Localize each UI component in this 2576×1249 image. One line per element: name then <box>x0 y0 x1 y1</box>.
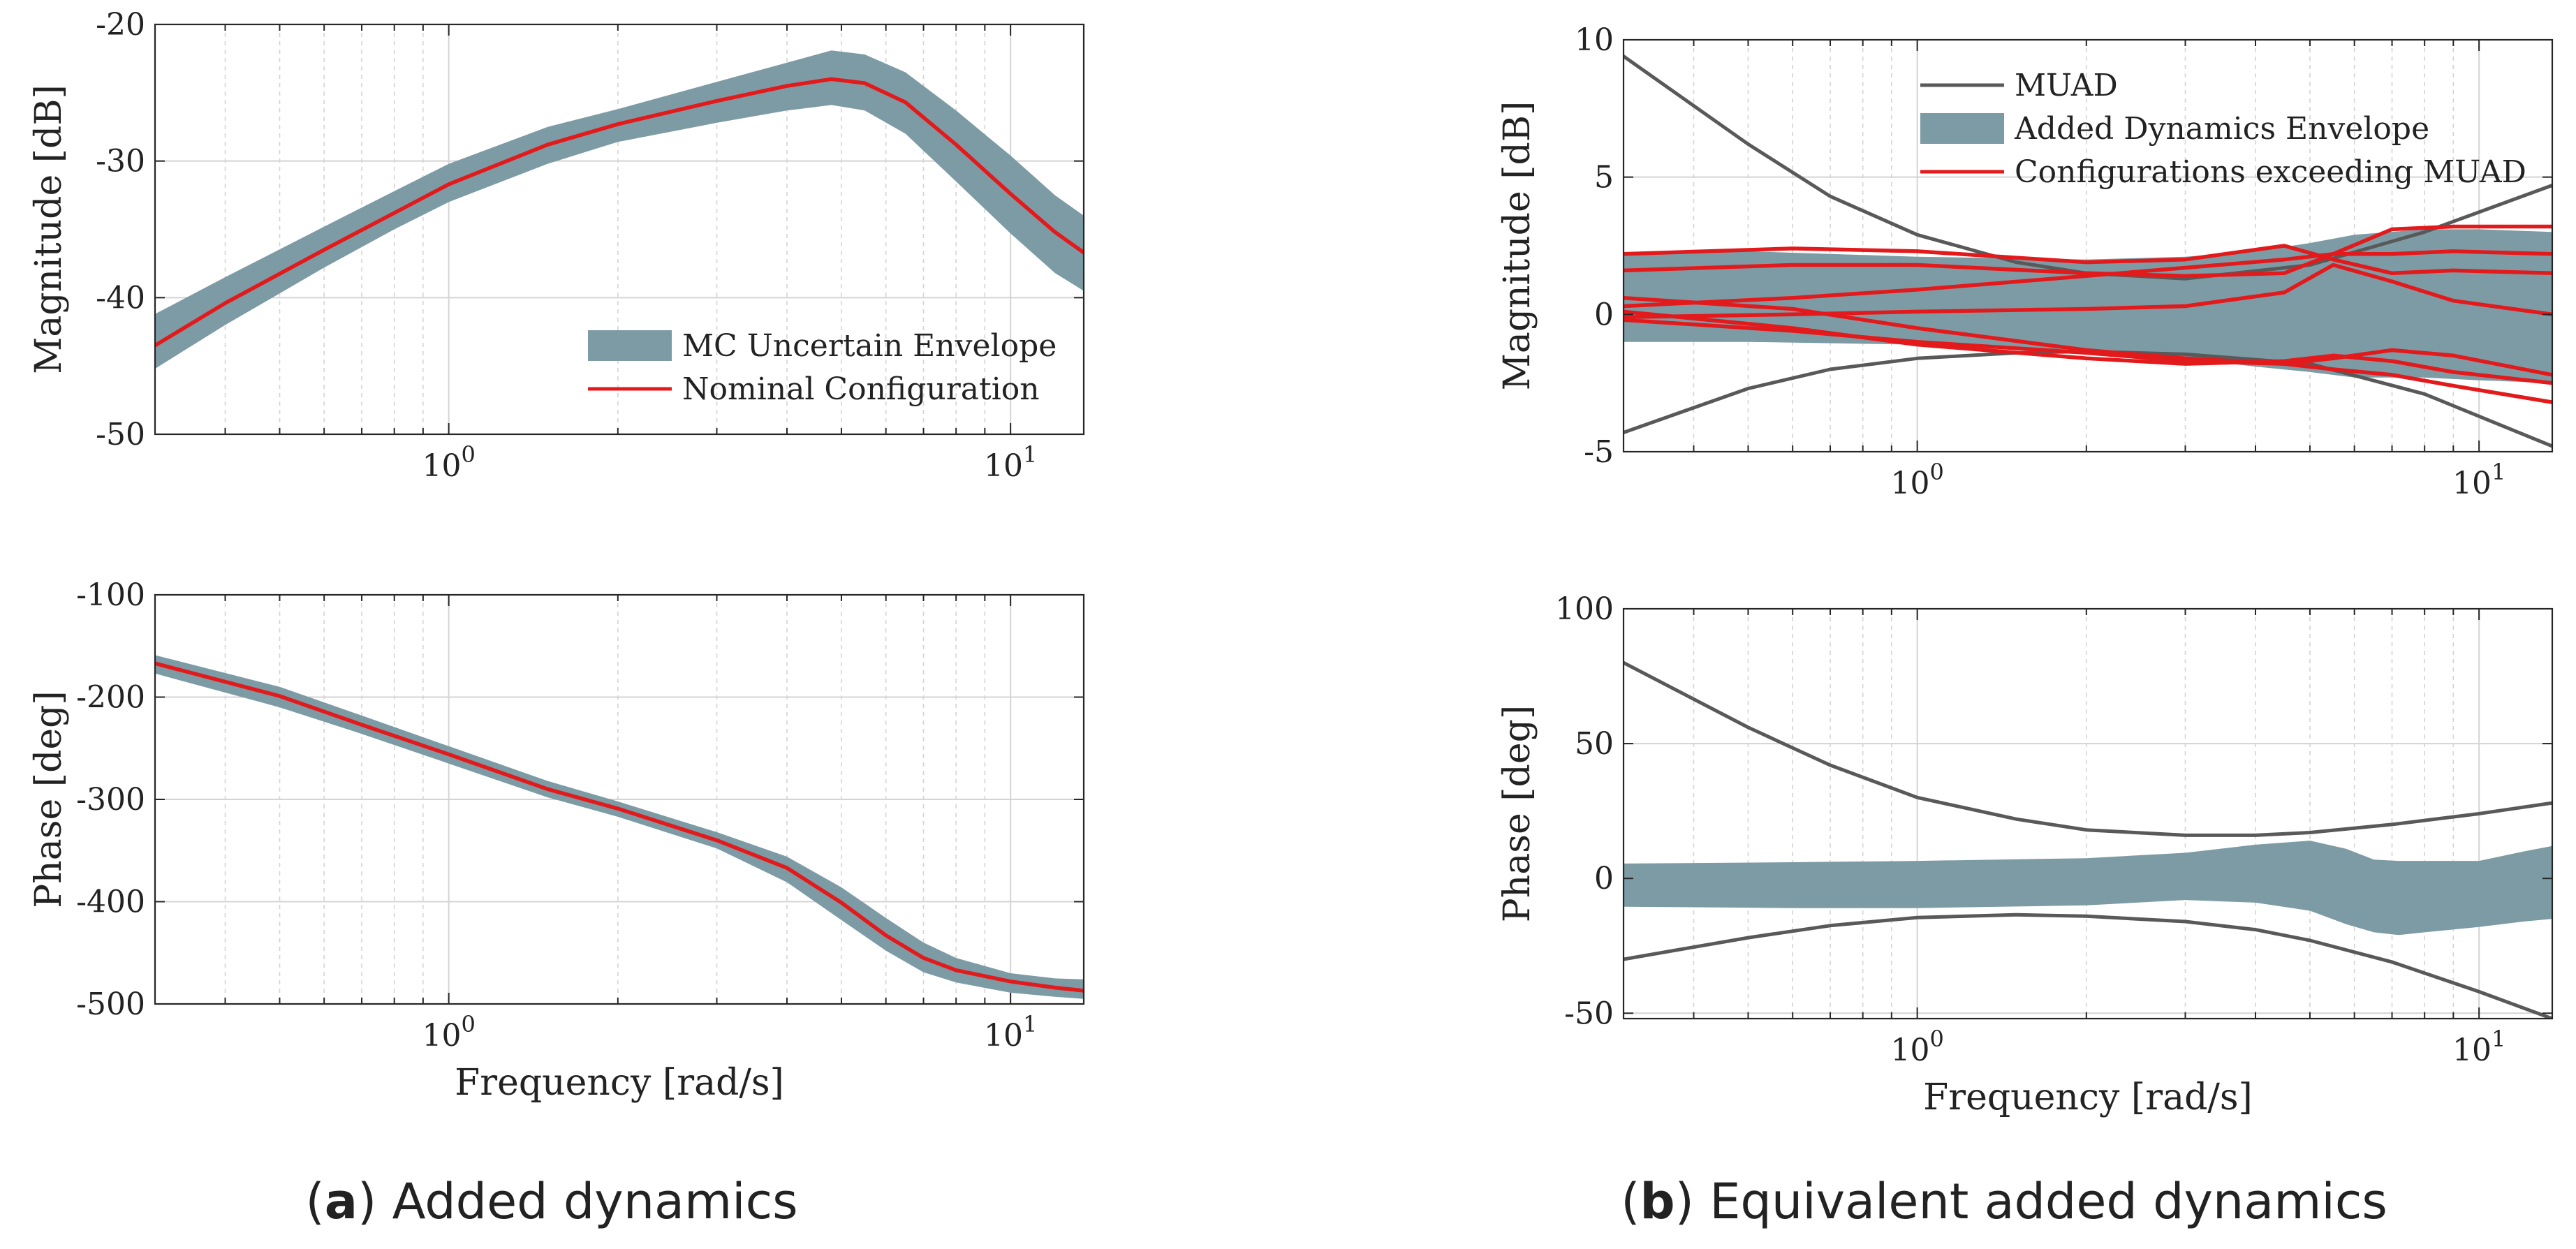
b-mag-y-tick-label: -5 <box>1584 434 1614 470</box>
b-phase-y-axis-title: Phase [deg] <box>1496 705 1538 922</box>
a-mag-series-line <box>155 77 1084 348</box>
a-mag-legend-swatch-patch <box>588 330 672 361</box>
a-mag-legend-label: Nominal Configuration <box>682 371 1040 407</box>
a-mag-y-axis-title: Magnitude [dB] <box>28 84 70 374</box>
b-phase-y-tick-label: 100 <box>1555 591 1614 627</box>
b-mag-marks <box>1624 54 2552 448</box>
a-mag-x-tick-label: 100 <box>422 441 475 484</box>
b-mag-legend-label: Added Dynamics Envelope <box>2014 111 2429 147</box>
panel-b-phase: -50 0 50 100 100 101 Phase [deg] Frequency [rad… <box>1496 591 2554 1118</box>
caption-a: (a) Added dynamics <box>305 1173 797 1230</box>
b-mag-series-line <box>1624 244 2552 276</box>
b-phase-y-tick-label: 50 <box>1575 726 1614 762</box>
caption-b: (b) Equivalent added dynamics <box>1621 1173 2387 1230</box>
b-mag-x-tick-label: 101 <box>2452 459 2505 501</box>
b-phase-x-tick-label: 100 <box>1890 1026 1943 1068</box>
a-phase-x-axis-title: Frequency [rad/s] <box>455 1062 784 1104</box>
a-phase-y-axis-title: Phase [deg] <box>28 690 70 908</box>
a-phase-y-tick-label: -400 <box>76 885 145 920</box>
a-phase-x-tick-label: 100 <box>422 1011 475 1054</box>
b-mag-series-line <box>1624 249 2552 309</box>
b-mag-y-tick-label: 0 <box>1594 297 1614 332</box>
a-mag-x-tick-label: 101 <box>984 441 1037 484</box>
b-phase-plot-area <box>1624 609 2552 1019</box>
b-phase-y-tick-label: -50 <box>1564 996 1614 1031</box>
b-phase-y-tick-label: 0 <box>1594 861 1614 896</box>
b-phase-x-tick-label: 101 <box>2452 1026 2505 1068</box>
a-mag-axes-frame <box>154 23 1085 436</box>
a-mag-envelope-band <box>155 50 1084 369</box>
a-phase-y-tick-label: -100 <box>76 577 145 613</box>
a-phase-series-line <box>155 661 1084 993</box>
b-mag-series-line <box>1624 263 2552 320</box>
b-mag-y-axis-title: Magnitude [dB] <box>1496 101 1538 391</box>
b-phase-envelope-band <box>1624 841 2552 936</box>
b-mag-series-line <box>1624 224 2552 279</box>
a-phase-envelope-band <box>155 655 1084 999</box>
b-mag-legend-label: MUAD <box>2015 68 2118 103</box>
a-mag-y-tick-label: -30 <box>96 144 145 179</box>
a-mag-y-tick-label: -40 <box>96 280 145 316</box>
b-phase-series-line <box>1624 912 2552 1019</box>
panel-b-magnitude: -5 0 5 10 100 101 Magnitude [dB] MUAD Added Dyna… <box>1496 22 2554 501</box>
b-mag-legend-label: Configurations exceeding MUAD <box>2015 154 2526 190</box>
a-mag-y-tick-label: -50 <box>96 417 145 452</box>
a-mag-legend-label: MC Uncertain Envelope <box>682 328 1057 364</box>
b-phase-series-line <box>1624 660 2552 837</box>
a-phase-marks <box>155 655 1084 999</box>
panel-a-phase: -500 -400 -300 -200 -100 100 101 Phase [deg] Fre… <box>28 577 1085 1104</box>
a-mag-marks <box>155 50 1084 369</box>
b-phase-axes-frame <box>1622 607 2554 1020</box>
a-phase-x-tick-label: 101 <box>984 1011 1037 1054</box>
b-mag-y-tick-label: 5 <box>1594 160 1614 195</box>
b-mag-envelope-band <box>1624 229 2552 383</box>
a-phase-y-tick-label: -200 <box>76 680 145 716</box>
b-phase-x-axis-title: Frequency [rad/s] <box>1923 1077 2253 1118</box>
b-mag-series-line <box>1624 54 2552 281</box>
b-mag-y-tick-label: 10 <box>1575 22 1614 58</box>
a-mag-y-tick-label: -20 <box>96 7 145 43</box>
b-mag-axes-frame <box>1622 38 2554 453</box>
panel-a-magnitude: -50 -40 -30 -20 100 101 Magnitude [dB] MC Uncer… <box>28 7 1085 484</box>
b-phase-marks <box>1624 660 2552 1019</box>
b-mag-series-line <box>1624 318 2552 377</box>
a-phase-y-tick-label: -300 <box>76 782 145 818</box>
b-mag-x-tick-label: 100 <box>1890 459 1943 501</box>
a-phase-y-tick-label: -500 <box>76 986 145 1022</box>
b-mag-legend-swatch-patch <box>1920 113 2004 144</box>
